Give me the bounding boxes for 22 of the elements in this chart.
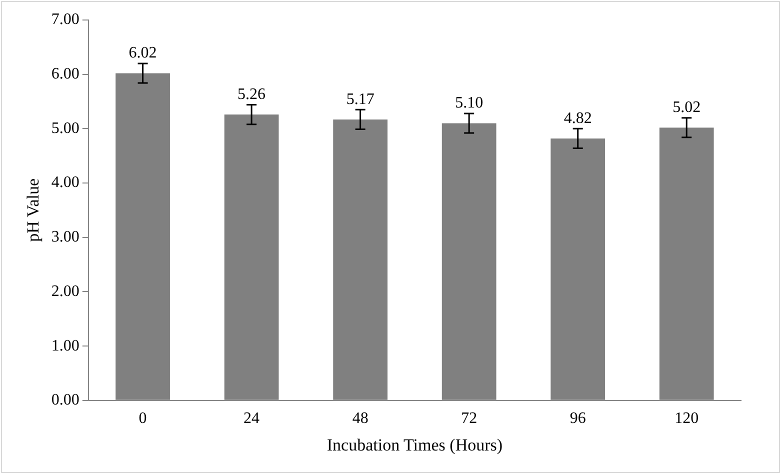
data-label: 4.82 [564, 110, 592, 127]
y-tick-label: 2.00 [51, 282, 80, 300]
y-tick-label: 0.00 [51, 392, 80, 409]
x-tick-label: 48 [352, 410, 368, 428]
y-tick-label: 4.00 [51, 174, 80, 192]
data-label: 5.17 [346, 90, 374, 108]
x-tick-label: 24 [244, 410, 260, 428]
data-label: 6.02 [128, 44, 157, 62]
y-tick-label: 1.00 [51, 337, 80, 354]
data-label: 5.10 [455, 94, 484, 112]
data-label: 5.02 [672, 99, 701, 116]
data-label: 5.26 [238, 86, 266, 103]
x-tick-label: 0 [138, 410, 147, 428]
y-axis-title: pH Value [24, 178, 43, 242]
x-tick-label: 96 [570, 410, 586, 428]
y-tick-label: 7.00 [51, 11, 80, 28]
x-tick-label: 72 [461, 410, 478, 428]
y-tick-label: 3.00 [51, 228, 80, 246]
x-tick-label: 120 [674, 410, 699, 428]
y-tick-label: 6.00 [51, 66, 80, 83]
y-tick-label: 5.00 [51, 120, 80, 137]
x-axis-title: Incubation Times (Hours) [326, 435, 503, 454]
